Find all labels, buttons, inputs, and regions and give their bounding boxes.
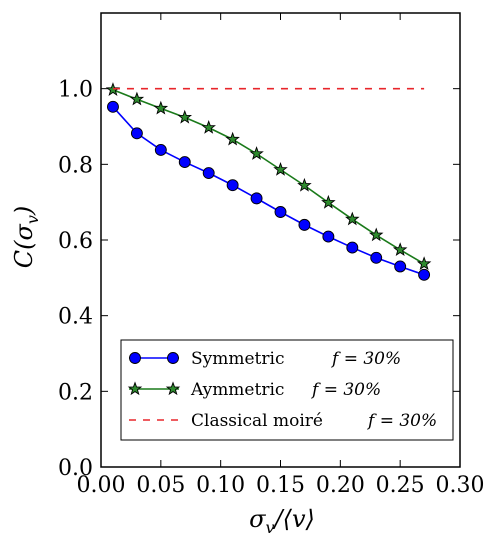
data-point [298,218,311,231]
y-tick-label: 1.0 [58,78,93,103]
data-point [107,100,119,113]
data-point [130,127,143,140]
y-tick-label: 0.8 [58,153,93,178]
data-point [392,242,408,256]
data-point [273,162,288,176]
legend-annotation: f = 30% [310,380,381,400]
data-point [322,230,335,243]
data-point [368,227,384,242]
plot-marks [105,82,432,281]
data-point [153,100,169,115]
legend-label: Symmetric [191,349,284,369]
legend-annotation: f = 30% [330,349,401,369]
x-tick-label: 0.00 [77,473,126,498]
legend-marker [165,381,181,396]
legend: Symmetric f = 30% Aymmetric f = 30% Classica… [120,339,454,441]
y-axis-label: C(σv) [10,206,42,269]
y-tick-label: 0.2 [58,380,93,405]
y-tick-label: 0.0 [58,456,93,481]
x-tick-label: 0.10 [196,473,245,498]
series-line-1 [112,89,425,265]
x-tick-label: 0.05 [136,473,185,498]
data-point [202,167,215,179]
data-point [297,177,312,192]
x-tick-label: 0.15 [256,473,305,498]
svg-text:σv/⟨v⟩: σv/⟨v⟩ [249,505,315,536]
y-tick-label: 0.6 [58,229,93,254]
data-point [416,256,432,270]
data-point [154,144,167,156]
data-point [225,131,240,146]
data-point [249,146,264,160]
legend-annotation: f = 30% [366,411,437,431]
y-tick-label: 0.4 [58,305,93,330]
data-point [274,206,287,218]
data-point [321,194,336,209]
data-point [178,156,191,169]
data-point [370,251,383,264]
legend-marker [167,352,179,364]
data-point [177,109,193,124]
x-tick-label: 0.25 [376,473,425,498]
x-tick-label: 0.20 [316,473,365,498]
data-point [418,268,431,281]
x-tick-label: 0.30 [436,473,485,498]
svg-text:C(σv): C(σv) [10,206,42,269]
data-point [345,211,360,226]
data-point [129,91,145,106]
legend-marker [127,381,143,396]
data-point [226,179,239,192]
data-point [201,120,216,134]
legend-label: Aymmetric [190,380,284,400]
legend-marker [129,352,141,364]
x-axis-label: σv/⟨v⟩ [249,505,315,536]
legend-label: Classical moiré [191,411,323,431]
data-point [394,260,407,273]
series-line-0 [112,106,425,276]
data-point [250,192,263,205]
data-point [346,241,359,254]
axis-ticks: 0.00 0.05 0.10 0.15 0.20 0.25 0.30 0.0 0.2 0.4 0.6… [58,13,484,498]
